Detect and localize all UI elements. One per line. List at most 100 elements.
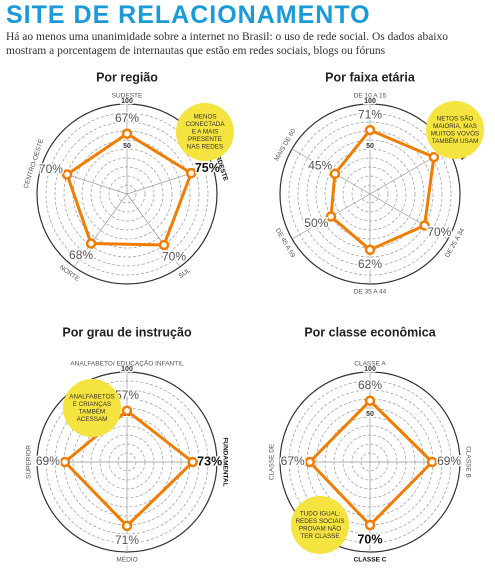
axis-label: CLASSE DE [269,443,276,480]
annotation-text: TAMBÉM [79,406,105,415]
value-label: 45% [308,158,332,172]
value-label: 71% [115,533,139,547]
axis-label: DE 10 A 15 [354,93,387,100]
axis-label: ANALFABETO/ EDUCAÇÃO INFANTIL [70,359,184,368]
data-polygon [329,128,436,252]
value-label: 62% [358,257,382,271]
axis-label: CLASSE A [354,361,386,368]
annotation-bubble [291,496,349,554]
annotation-text: MENOS [193,114,216,121]
header: SITE DE RELACIONAMENTO Há ao menos uma u… [6,0,490,58]
data-point [364,124,376,136]
annotation-text: PROVAM NÃO [299,523,341,532]
annotation-bubble [176,103,234,161]
annotation-text: REDES SOCIAIS [296,518,345,525]
data-point [364,519,376,531]
grid-ring [351,175,389,213]
annotation-text: TER CLASSE [300,533,339,540]
radar-chart: Por região5010067%SUDESTE75%NORDESTE70%S… [23,70,234,285]
annotation-text: TAMBÉM USAM [432,136,478,145]
r-tick-label: 100 [364,366,376,373]
data-point [428,151,440,163]
r-tick-label: 50 [123,143,131,150]
axis-label: DE 45 A 59 [274,227,297,259]
r-tick-label: 100 [364,98,376,105]
axis-label: CLASSE B [464,446,471,478]
annotation-bubble [63,379,121,437]
axis-label: MÉDIO [116,555,137,564]
annotation-text: NAS REDES [187,144,223,151]
subtitle: Há ao menos uma unanimidade sobre a inte… [6,31,448,57]
data-point [187,456,198,468]
chart-title: Por faixa etária [325,70,416,84]
page-title: SITE DE RELACIONAMENTO [6,1,371,29]
annotation-text: NETOS SÃO [437,113,474,122]
annotation-text: MAIORIA, MAS [433,123,477,130]
grid-ring [54,121,200,267]
value-label: 50% [304,216,328,230]
data-point [121,520,133,532]
value-label: 70% [357,532,382,546]
axis-spoke [126,193,181,268]
annotation-text: ACESSAM [77,416,108,423]
value-label: 57% [115,388,139,402]
data-point [364,395,376,407]
radar-chart: Por grau de instrução5010057%ANALFABETO/… [26,325,229,563]
data-point [121,128,133,139]
annotation-text: ANALFABETOS [69,393,114,400]
annotation-text: PRESENTE [188,136,222,143]
data-point [85,238,97,249]
annotation-bubble [426,101,484,159]
data-point [364,244,376,256]
value-label: 68% [69,248,93,262]
axis-spoke [369,193,449,240]
grid-ring [108,175,146,213]
axis-label: SUL [178,267,193,280]
data-point [121,405,133,416]
value-label: 70% [427,225,451,239]
value-label: 73% [197,454,222,468]
axis-label: NORTE [58,264,81,283]
axis-label: SUDESTE [112,93,143,100]
data-point [61,169,73,180]
annotation-text: TUDO IGUAL: [300,510,340,517]
r-tick-label: 50 [366,143,374,150]
axis-label: DE 35 A 44 [354,289,387,296]
data-point [329,168,341,179]
annotation-text: E A MAIS [192,129,219,136]
grid-ring [72,139,182,249]
axis-label: CLASSE C [354,557,387,564]
value-label: 70% [39,162,63,176]
grid-ring [315,139,425,249]
value-label: 75% [195,161,220,175]
chart-title: Por região [96,70,158,84]
axis-spoke [73,193,128,268]
value-label: 69% [437,454,461,468]
data-point [158,239,170,251]
data-point [304,456,315,468]
r-tick-label: 100 [121,366,133,373]
r-tick-label: 100 [121,98,133,105]
data-point [419,220,430,231]
data-point [426,456,438,468]
data-point [59,456,71,468]
annotation-text: CONECTADA [185,121,225,128]
value-label: 68% [358,378,382,392]
axis-label: SUPERIOR [26,445,33,479]
annotation-text: E CRIANÇAS [73,401,112,408]
data-point [325,211,337,222]
annotation-text: MUITOS VOVÓS [431,128,480,137]
r-tick-label: 50 [366,411,374,418]
axis-label: FUNDAMENTAL [221,437,228,486]
value-label: 67% [281,454,305,468]
data-point [185,167,197,179]
value-label: 71% [358,107,382,121]
value-label: 67% [115,111,139,125]
data-polygon [65,132,193,247]
value-label: 70% [162,249,186,263]
grid-ring [90,157,164,231]
